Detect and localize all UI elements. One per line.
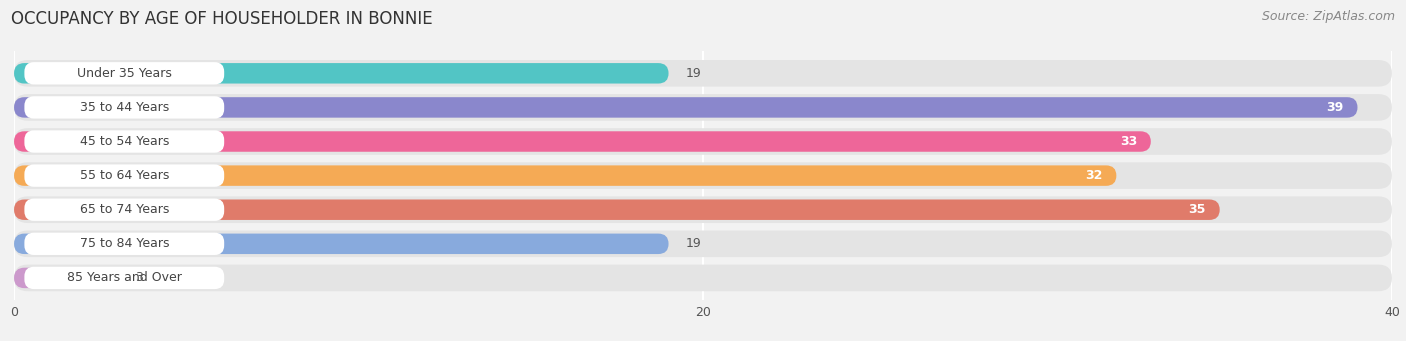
FancyBboxPatch shape (24, 130, 224, 153)
Text: 35 to 44 Years: 35 to 44 Years (80, 101, 169, 114)
FancyBboxPatch shape (14, 60, 1392, 87)
FancyBboxPatch shape (24, 198, 224, 221)
FancyBboxPatch shape (14, 131, 1152, 152)
FancyBboxPatch shape (14, 199, 1219, 220)
FancyBboxPatch shape (14, 165, 1116, 186)
FancyBboxPatch shape (24, 164, 224, 187)
Text: 19: 19 (686, 237, 702, 250)
Text: Under 35 Years: Under 35 Years (77, 67, 172, 80)
Text: Source: ZipAtlas.com: Source: ZipAtlas.com (1261, 10, 1395, 23)
FancyBboxPatch shape (14, 128, 1392, 155)
Text: 32: 32 (1085, 169, 1102, 182)
Text: 39: 39 (1326, 101, 1344, 114)
FancyBboxPatch shape (24, 233, 224, 255)
Text: 75 to 84 Years: 75 to 84 Years (80, 237, 169, 250)
Text: 45 to 54 Years: 45 to 54 Years (80, 135, 169, 148)
Text: 3: 3 (135, 271, 142, 284)
Text: 85 Years and Over: 85 Years and Over (67, 271, 181, 284)
Text: 19: 19 (686, 67, 702, 80)
FancyBboxPatch shape (14, 162, 1392, 189)
Text: 55 to 64 Years: 55 to 64 Years (80, 169, 169, 182)
FancyBboxPatch shape (24, 62, 224, 85)
FancyBboxPatch shape (24, 267, 224, 289)
FancyBboxPatch shape (14, 196, 1392, 223)
FancyBboxPatch shape (14, 268, 118, 288)
FancyBboxPatch shape (14, 265, 1392, 291)
FancyBboxPatch shape (14, 234, 669, 254)
FancyBboxPatch shape (24, 96, 224, 119)
FancyBboxPatch shape (14, 231, 1392, 257)
Text: 35: 35 (1188, 203, 1206, 216)
FancyBboxPatch shape (14, 63, 669, 84)
Text: OCCUPANCY BY AGE OF HOUSEHOLDER IN BONNIE: OCCUPANCY BY AGE OF HOUSEHOLDER IN BONNI… (11, 10, 433, 28)
Text: 33: 33 (1119, 135, 1137, 148)
FancyBboxPatch shape (14, 97, 1358, 118)
FancyBboxPatch shape (14, 94, 1392, 121)
Text: 65 to 74 Years: 65 to 74 Years (80, 203, 169, 216)
